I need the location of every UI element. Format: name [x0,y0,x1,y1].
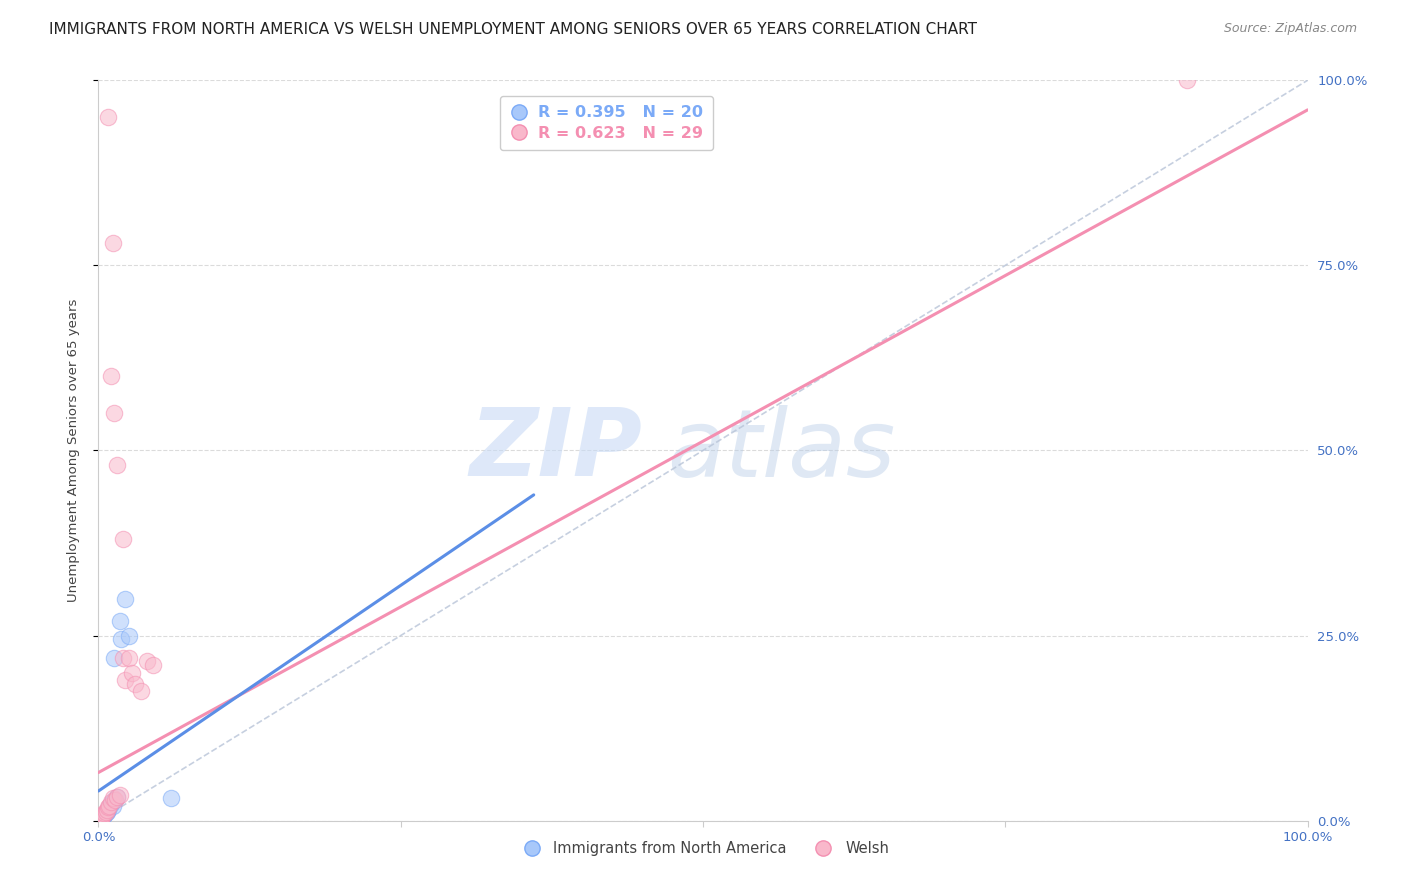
Point [93,806,115,821]
Text: IMMIGRANTS FROM NORTH AMERICA VS WELSH UNEMPLOYMENT AMONG SENIORS OVER 65 YEARS : IMMIGRANTS FROM NORTH AMERICA VS WELSH U… [49,22,977,37]
Point [100,369,122,384]
Point [1175,73,1198,87]
Point [118,650,141,665]
Point [97,800,120,814]
Point [105,789,128,804]
Point [142,658,165,673]
Text: ZIP: ZIP [470,404,643,497]
Point [89,812,111,826]
Legend: Immigrants from North America, Welsh: Immigrants from North America, Welsh [512,835,894,862]
Point [108,788,131,802]
Point [101,791,124,805]
Point [98,800,121,814]
Point [108,614,131,628]
Point [100,797,122,812]
Point [104,793,127,807]
Point [124,676,146,690]
Point [101,236,124,251]
Point [91,807,114,822]
Point [93,807,115,822]
Point [90,811,112,825]
Point [105,789,128,804]
Point [105,458,128,473]
Point [94,806,117,821]
Point [97,803,120,817]
Text: atlas: atlas [666,405,896,496]
Point [121,665,143,680]
Point [135,655,157,669]
Point [101,798,124,813]
Point [111,650,134,665]
Y-axis label: Unemployment Among Seniors over 65 years: Unemployment Among Seniors over 65 years [67,299,80,602]
Point [118,628,141,642]
Point [91,810,114,824]
Point [160,791,183,805]
Point [110,632,132,647]
Point [111,533,134,547]
Point [100,795,122,809]
Point [100,795,122,809]
Point [89,812,111,826]
Point [96,805,118,819]
Point [97,111,120,125]
Point [96,803,118,817]
Text: Source: ZipAtlas.com: Source: ZipAtlas.com [1223,22,1357,36]
Point [91,809,114,823]
Point [114,591,136,606]
Point [114,673,136,687]
Point [94,805,117,819]
Point [103,650,125,665]
Point [103,407,125,421]
Point [129,684,152,698]
Point [103,793,125,807]
Point [90,812,112,826]
Point [91,810,114,824]
Point [98,798,121,813]
